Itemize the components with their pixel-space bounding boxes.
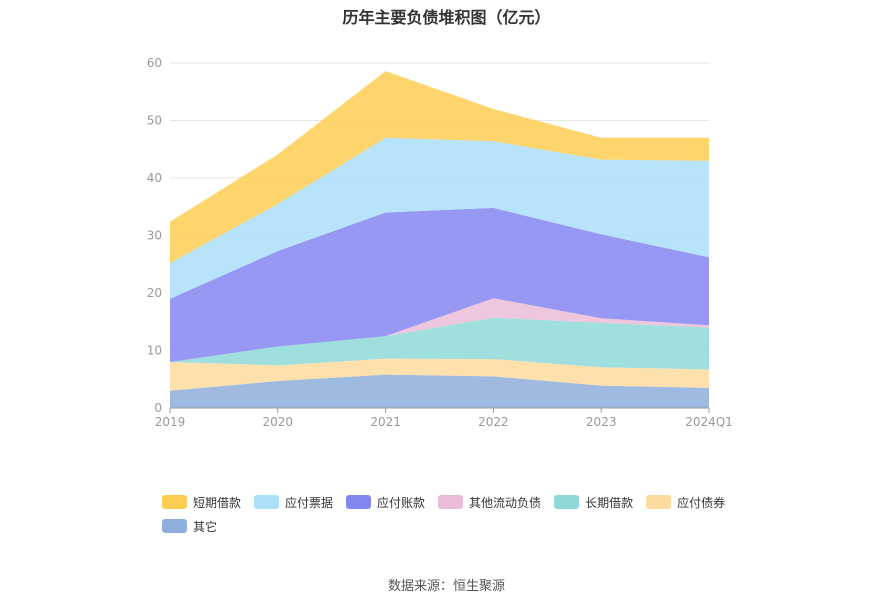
legend-swatch [254,495,280,509]
legend-label: 其他流动负债 [469,495,542,510]
legend-label: 其它 [193,519,218,534]
area-series [170,71,709,408]
legend-item[interactable]: 应付票据 [254,494,333,510]
y-tick-label: 60 [147,56,162,70]
legend-label: 应付账款 [377,495,426,510]
y-tick-label: 10 [147,344,162,358]
legend-swatch [346,495,372,509]
x-tick-label: 2020 [263,415,294,429]
legend-swatch [646,495,672,509]
legend: 短期借款 应付票据 应付账款 其他流动负债 长期借款 应付债券其它 [162,494,762,542]
legend-swatch [162,519,187,533]
y-tick-label: 20 [147,286,162,300]
legend-swatch [554,495,580,509]
x-tick-label: 2021 [370,415,401,429]
legend-swatch [162,495,187,509]
area-应付票据 [170,137,709,299]
chart-title: 历年主要负债堆积图（亿元） [342,8,551,27]
legend-item[interactable]: 短期借款 [162,494,241,510]
legend-label: 短期借款 [193,495,242,510]
y-tick-label: 50 [147,114,162,128]
legend-item[interactable]: 其他流动负债 [438,494,541,510]
x-tick-label: 2019 [155,415,186,429]
legend-item[interactable]: 应付账款 [346,494,425,510]
legend-item[interactable]: 长期借款 [554,494,633,510]
source-note: 数据来源：恒生聚源 [387,579,505,594]
area-其它 [170,374,709,408]
area-短期借款 [170,71,709,264]
area-应付账款 [170,207,709,362]
y-tick-label: 0 [154,401,162,415]
x-tick-label: 2022 [478,415,509,429]
legend-label: 应付债券 [677,495,726,510]
area-其他流动负债 [170,298,709,362]
axes: 0 10 20 30 40 50 60 2019 2020 2021 2022 2023 2024Q1 [147,56,733,429]
x-tick-label: 2023 [586,415,617,429]
legend-item[interactable]: 其它 [162,518,217,534]
y-tick-label: 30 [147,229,162,243]
legend-swatch [438,495,464,509]
legend-label: 应付票据 [285,495,334,510]
x-tick-label: 2024Q1 [685,415,733,429]
legend-item[interactable]: 应付债券 [646,494,725,510]
area-长期借款 [170,317,709,370]
area-应付债券 [170,358,709,391]
legend-label: 长期借款 [585,495,634,510]
y-tick-label: 40 [147,171,162,185]
